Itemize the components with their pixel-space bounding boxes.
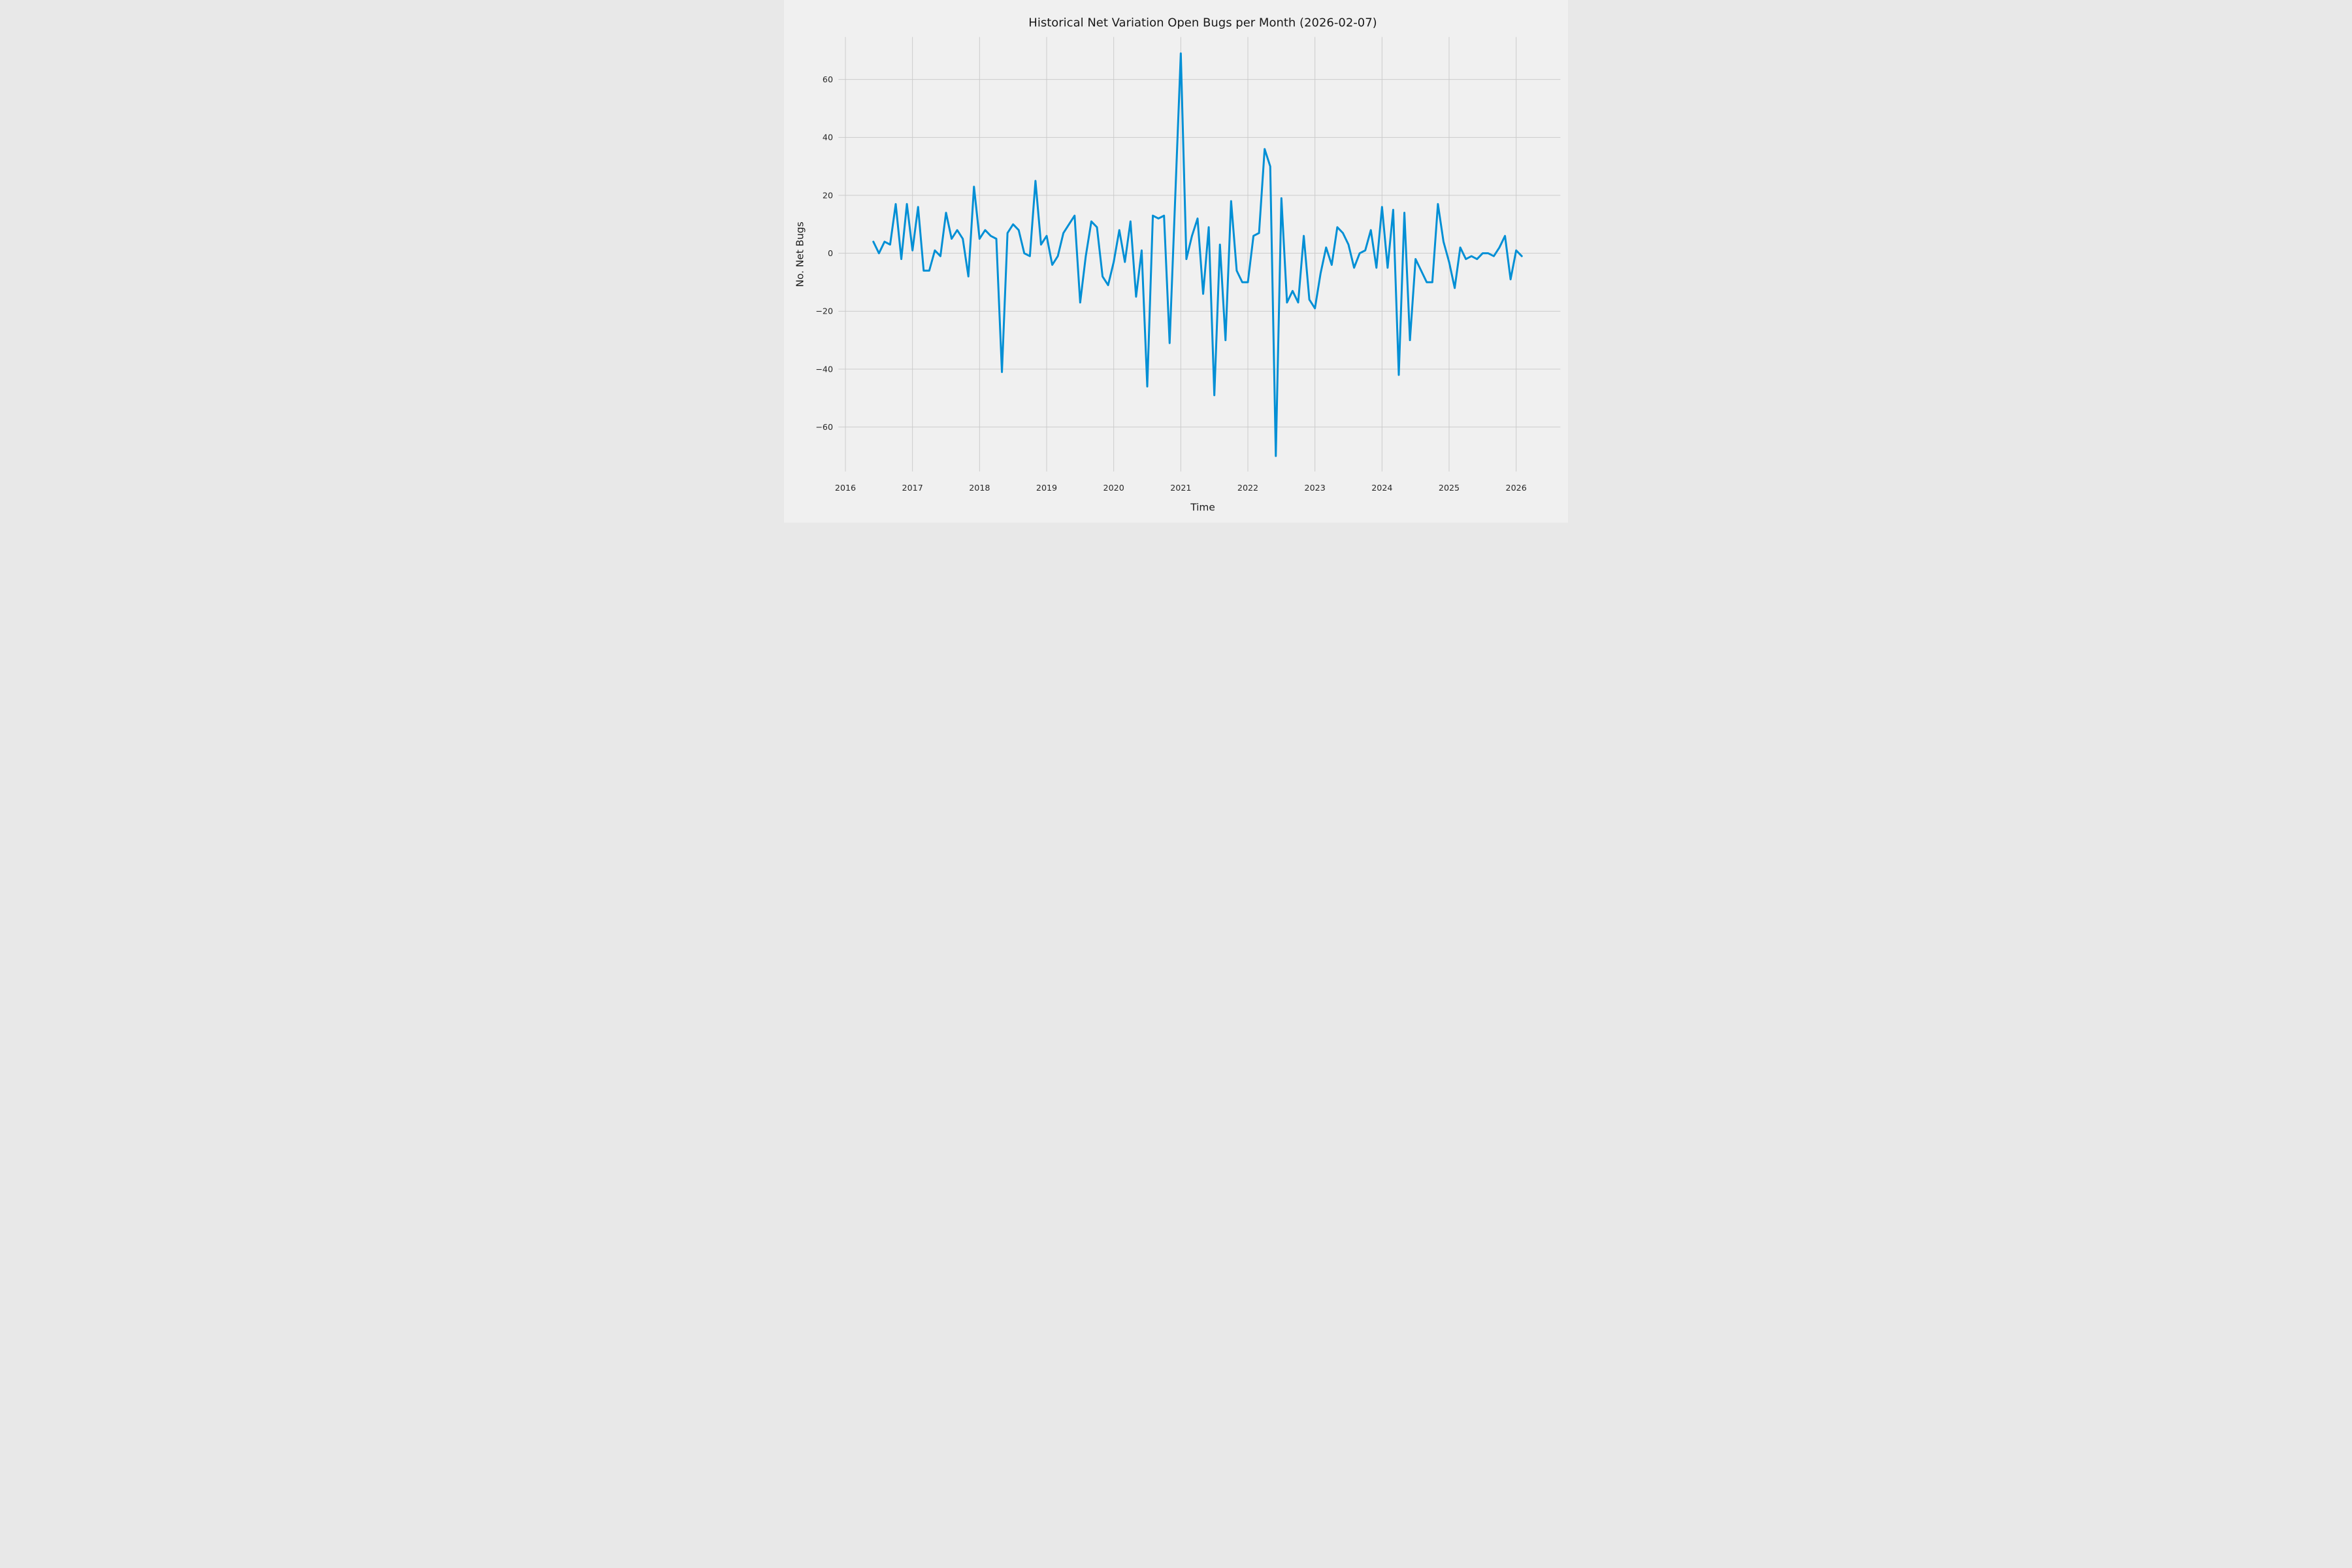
x-axis-label: Time bbox=[1190, 502, 1215, 514]
y-axis-label: No. Net Bugs bbox=[794, 221, 806, 287]
y-tick-label: 40 bbox=[823, 133, 833, 142]
x-tick-label: 2023 bbox=[1305, 483, 1326, 493]
y-tick-label: 60 bbox=[823, 74, 833, 84]
x-tick-label: 2022 bbox=[1237, 483, 1258, 493]
y-tick-label: −60 bbox=[815, 422, 833, 432]
y-tick-label: 20 bbox=[823, 190, 833, 200]
x-tick-labels: 2016 2017 2018 2019 2020 2021 2022 2023 2024 2025… bbox=[835, 483, 1527, 493]
grid-lines bbox=[838, 37, 1561, 472]
y-tick-label: 0 bbox=[828, 248, 833, 258]
y-tick-label: −40 bbox=[815, 364, 833, 374]
plot-background bbox=[784, 0, 1568, 523]
x-tick-label: 2021 bbox=[1170, 483, 1191, 493]
x-tick-label: 2020 bbox=[1103, 483, 1124, 493]
y-tick-label: −20 bbox=[815, 306, 833, 316]
x-tick-label: 2017 bbox=[902, 483, 923, 493]
y-tick-labels: −60 −40 −20 0 20 40 60 bbox=[815, 74, 833, 432]
x-tick-label: 2026 bbox=[1506, 483, 1527, 493]
x-tick-label: 2024 bbox=[1371, 483, 1392, 493]
bug-variation-line-chart: 2016 2017 2018 2019 2020 2021 2022 2023 2024 2025… bbox=[784, 0, 1568, 523]
x-tick-label: 2025 bbox=[1439, 483, 1460, 493]
figure: 2016 2017 2018 2019 2020 2021 2022 2023 2024 2025… bbox=[784, 0, 1568, 523]
chart-title: Historical Net Variation Open Bugs per M… bbox=[1028, 16, 1377, 30]
net-bugs-series-line bbox=[872, 52, 1523, 457]
x-tick-label: 2019 bbox=[1036, 483, 1057, 493]
x-tick-label: 2018 bbox=[969, 483, 990, 493]
x-tick-label: 2016 bbox=[835, 483, 856, 493]
